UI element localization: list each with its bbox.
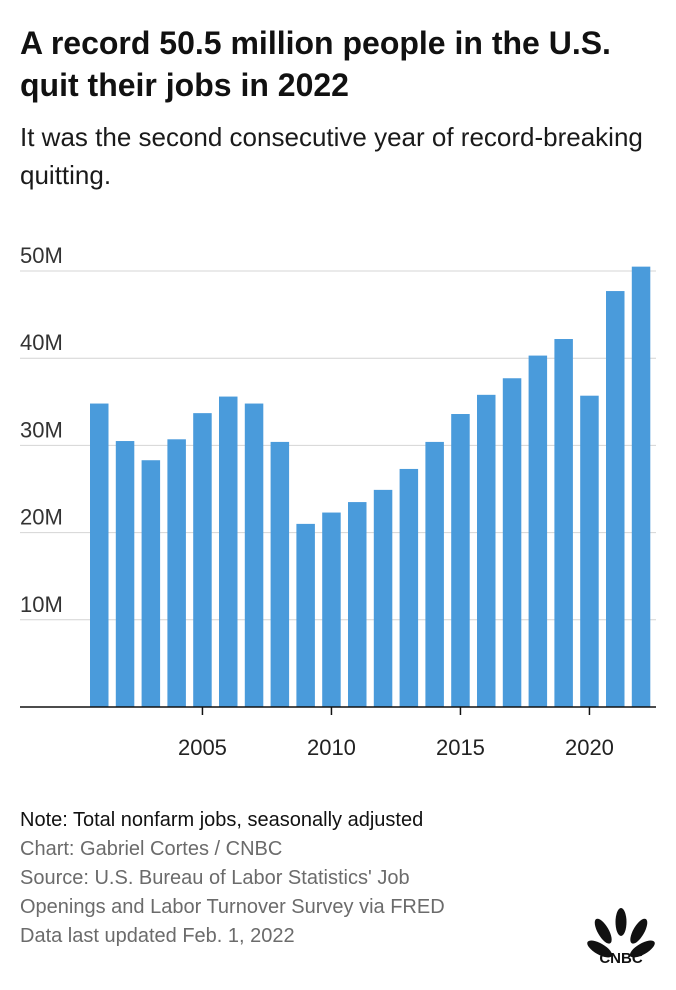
bar bbox=[322, 512, 341, 707]
x-axis-ticks: 2005 2010 2015 2020 bbox=[178, 707, 614, 760]
bar bbox=[399, 468, 419, 707]
x-tick-label: 2005 bbox=[178, 735, 227, 760]
bar bbox=[115, 441, 135, 707]
chart-credit: Chart: Gabriel Cortes / CNBC bbox=[20, 838, 283, 860]
logo-wordmark: CNBC bbox=[599, 950, 642, 966]
bar bbox=[90, 403, 109, 707]
cnbc-logo: CNBC bbox=[587, 908, 655, 966]
source-line-1: Source: U.S. Bureau of Labor Statistics'… bbox=[20, 867, 410, 889]
bar bbox=[606, 291, 625, 707]
footnote: Note: Total nonfarm jobs, seasonally adj… bbox=[20, 809, 424, 831]
bar bbox=[348, 502, 367, 707]
peacock-icon bbox=[587, 908, 655, 958]
bar bbox=[631, 266, 651, 707]
bar bbox=[451, 414, 470, 707]
chart-footer: Note: Total nonfarm jobs, seasonally adj… bbox=[20, 806, 580, 951]
bar bbox=[477, 394, 496, 707]
bar bbox=[193, 413, 212, 707]
bar bbox=[373, 489, 393, 707]
bar bbox=[554, 339, 573, 707]
bar bbox=[425, 441, 444, 707]
y-tick-label: 50M bbox=[20, 243, 63, 268]
chart-subtitle: It was the second consecutive year of re… bbox=[20, 122, 643, 190]
y-tick-label: 10M bbox=[20, 592, 63, 617]
y-tick-label: 40M bbox=[20, 330, 63, 355]
x-tick-label: 2010 bbox=[307, 735, 356, 760]
bar bbox=[580, 395, 599, 707]
bar bbox=[528, 355, 548, 707]
bar bbox=[296, 523, 315, 707]
y-tick-label: 30M bbox=[20, 417, 63, 442]
bar bbox=[167, 439, 186, 707]
bar-chart: 10M 20M 30M 40M 50M 2005 2010 2015 2020 bbox=[20, 243, 656, 760]
bar bbox=[219, 396, 238, 707]
y-tick-label: 20M bbox=[20, 505, 63, 530]
bar bbox=[270, 441, 290, 707]
bar bbox=[244, 403, 264, 707]
bar bbox=[502, 378, 522, 707]
y-axis-ticks: 10M 20M 30M 40M 50M bbox=[20, 243, 63, 617]
bars bbox=[90, 266, 651, 707]
x-tick-label: 2015 bbox=[436, 735, 485, 760]
x-tick-label: 2020 bbox=[565, 735, 614, 760]
source-line-2: Openings and Labor Turnover Survey via F… bbox=[20, 896, 445, 918]
data-updated: Data last updated Feb. 1, 2022 bbox=[20, 925, 295, 947]
bar bbox=[141, 460, 161, 707]
chart-title: A record 50.5 million people in the U.S.… bbox=[20, 25, 611, 103]
